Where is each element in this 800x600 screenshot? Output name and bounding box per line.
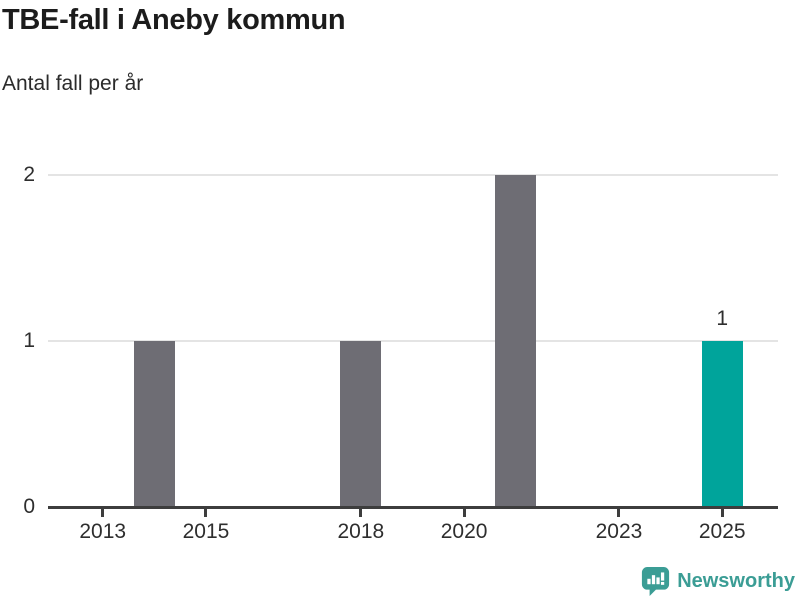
chart-subtitle: Antal fall per år — [2, 72, 144, 95]
x-tick-label-2023: 2023 — [595, 520, 643, 543]
x-tick-2025 — [720, 509, 724, 517]
bar-2018 — [340, 341, 382, 507]
x-tick-label-2020: 2020 — [440, 520, 488, 543]
x-tick-2015 — [204, 509, 208, 517]
newsworthy-logo-text: Newsworthy — [677, 570, 795, 592]
newsworthy-logo-icon — [642, 567, 670, 596]
x-tick-label-2013: 2013 — [79, 520, 127, 543]
x-tick-2023 — [617, 509, 621, 517]
y-tick-label-0: 0 — [23, 495, 35, 518]
x-tick-label-2015: 2015 — [182, 520, 230, 543]
bar-2025 — [701, 341, 743, 507]
x-tick-label-2018: 2018 — [337, 520, 385, 543]
chart-title: TBE-fall i Aneby kommun — [2, 4, 346, 36]
y-tick-label-1: 1 — [23, 329, 35, 352]
bar-2014 — [133, 341, 175, 507]
plot-area — [48, 140, 778, 507]
x-tick-2020 — [462, 509, 466, 517]
x-tick-label-2025: 2025 — [698, 520, 746, 543]
bar-2021 — [495, 175, 537, 507]
y-tick-label-2: 2 — [23, 163, 35, 186]
gridline-y-1 — [48, 340, 778, 342]
x-axis-line — [48, 506, 778, 509]
x-tick-2018 — [359, 509, 363, 517]
gridline-y-2 — [48, 174, 778, 176]
newsworthy-logo: Newsworthy — [641, 566, 795, 597]
bar-value-label-2025: 1 — [716, 307, 729, 330]
x-tick-2013 — [101, 509, 105, 517]
